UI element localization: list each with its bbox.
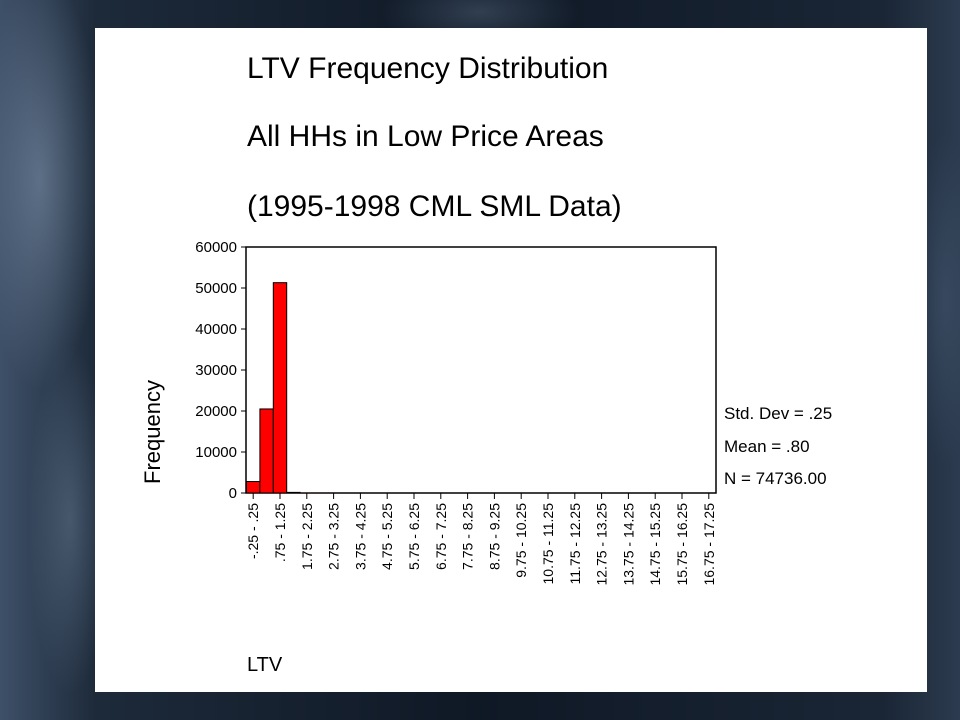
x-tick-label: 1.75 - 2.25 <box>299 503 315 570</box>
x-tick-label: .75 - 1.25 <box>272 503 288 562</box>
y-tick-label: 10000 <box>195 444 237 461</box>
x-axis: -.25 - .25 .75 - 1.25 1.75 - 2.25 2.75 - 3.… <box>245 493 717 586</box>
x-tick-label: 7.75 - 8.25 <box>460 503 476 570</box>
y-tick-label: 50000 <box>195 280 237 297</box>
stat-std-dev: Std. Dev = .25 <box>724 404 833 423</box>
x-tick-label: 4.75 - 5.25 <box>379 503 395 570</box>
x-tick-label: 9.75 - 10.25 <box>513 503 529 578</box>
x-tick-label: 3.75 - 4.25 <box>352 503 368 570</box>
x-tick-label: 14.75 - 15.25 <box>647 503 663 586</box>
x-tick-label: 15.75 - 16.25 <box>674 503 690 586</box>
x-axis-label: LTV <box>247 654 283 676</box>
y-tick-label: 60000 <box>195 239 237 256</box>
chart-subtitle: All HHs in Low Price Areas <box>247 120 604 153</box>
stat-mean: Mean = .80 <box>724 437 810 456</box>
x-tick-label: 5.75 - 6.25 <box>406 503 422 570</box>
histogram-bar-3 <box>286 491 301 494</box>
x-tick-label: -.25 - .25 <box>245 503 261 559</box>
y-axis: 0 10000 20000 30000 40000 50000 60000 <box>195 239 246 502</box>
histogram-bar-1 <box>259 408 274 494</box>
x-tick-label: 13.75 - 14.25 <box>620 503 636 586</box>
y-tick-label: 40000 <box>195 321 237 338</box>
x-tick-label: 2.75 - 3.25 <box>326 503 342 570</box>
y-axis-label: Frequency <box>140 380 165 484</box>
chart-data-source: (1995-1998 CML SML Data) <box>247 190 622 223</box>
y-tick-label: 20000 <box>195 403 237 420</box>
x-tick-label: 16.75 - 17.25 <box>701 503 717 586</box>
histogram-bar-2 <box>272 282 288 494</box>
chart-title: LTV Frequency Distribution <box>247 52 609 85</box>
x-tick-label: 11.75 - 12.25 <box>567 503 583 585</box>
y-tick-label: 30000 <box>195 362 237 379</box>
x-tick-label: 8.75 - 9.25 <box>486 503 502 570</box>
x-tick-label: 12.75 - 13.25 <box>594 503 610 586</box>
y-tick-label: 0 <box>229 485 237 502</box>
bar-group <box>246 282 394 494</box>
x-tick-label: 6.75 - 7.25 <box>433 503 449 570</box>
plot-area-frame <box>245 246 717 494</box>
histogram-bar-0 <box>246 481 261 494</box>
x-tick-label: 10.75 - 11.25 <box>540 503 556 585</box>
stat-n: N = 74736.00 <box>724 469 827 488</box>
